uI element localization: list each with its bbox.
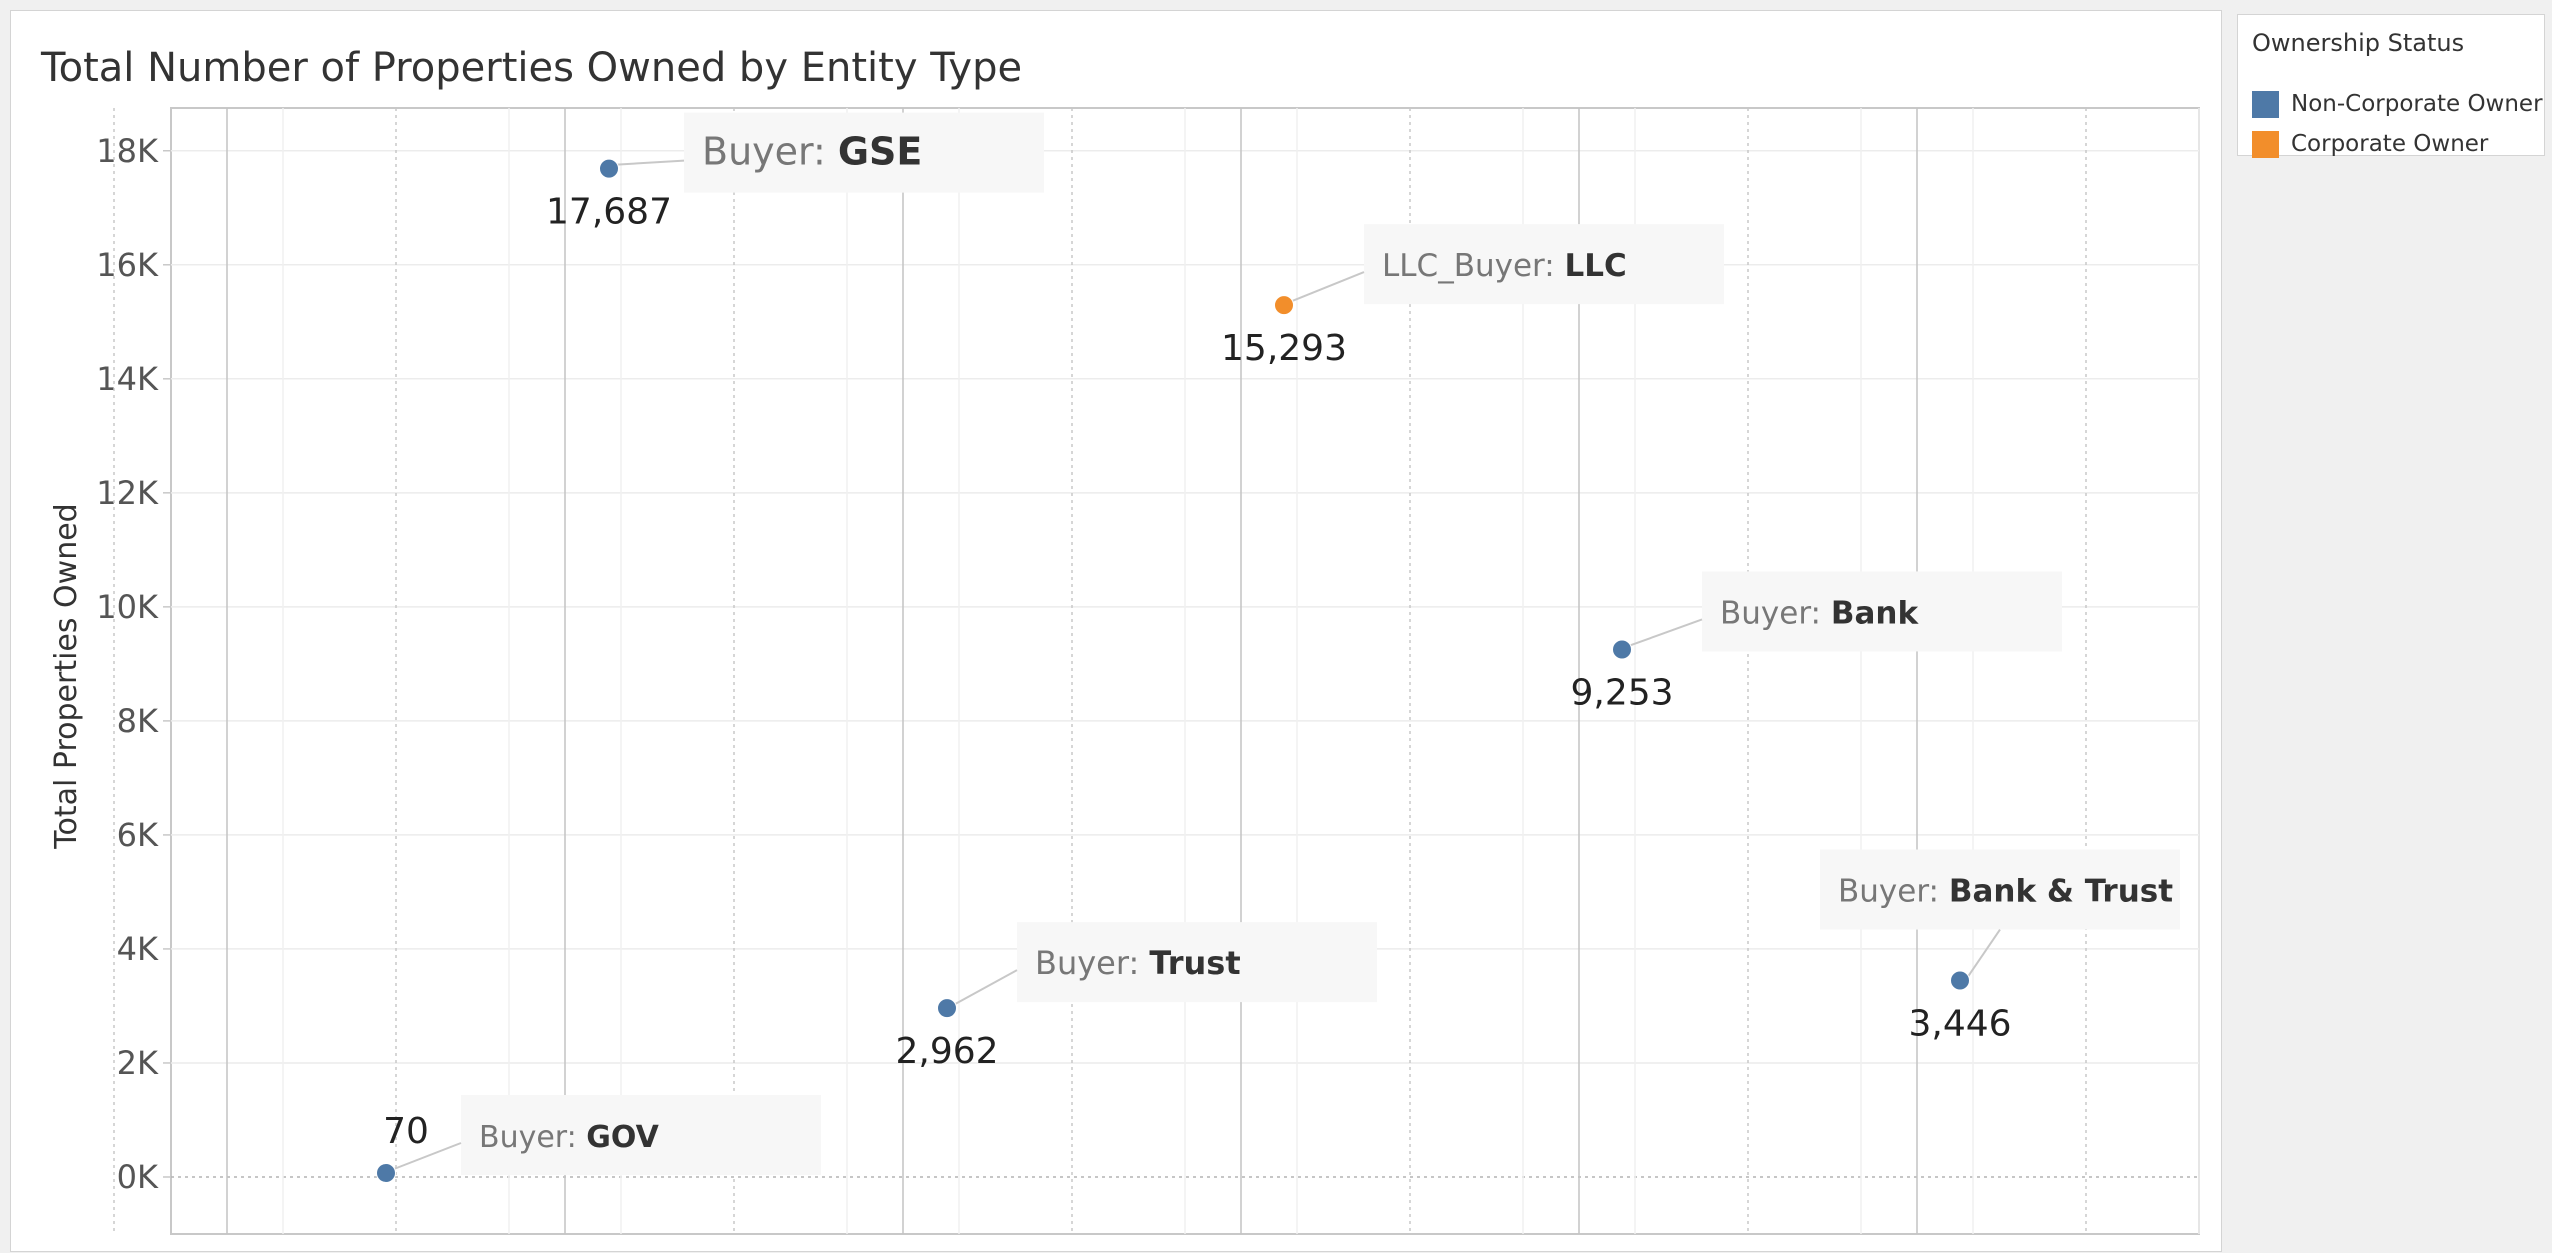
data-point[interactable] (1274, 295, 1294, 316)
chart-title: Total Number of Properties Owned by Enti… (41, 45, 1023, 91)
y-tick-label: 10K (96, 588, 159, 626)
callout-prefix: Buyer: (479, 1120, 586, 1155)
y-tick-label: 16K (96, 246, 159, 284)
legend-item-corporate[interactable]: Corporate Owner (2252, 129, 2488, 159)
value-label: 9,253 (1570, 672, 1673, 713)
callout-box (684, 112, 1044, 193)
y-tick-label: 12K (96, 474, 159, 512)
callout-box (1017, 922, 1377, 1003)
data-point[interactable] (599, 158, 619, 179)
value-label: 15,293 (1221, 328, 1347, 369)
callout-leader (393, 1142, 462, 1170)
callout-prefix: Buyer: (1720, 595, 1831, 631)
callout-entity: Bank (1831, 595, 1920, 631)
y-tick-label: 2K (117, 1044, 159, 1082)
callout-leader (1967, 928, 2001, 978)
y-tick-label: 4K (117, 930, 159, 968)
legend-swatch-corporate (2252, 130, 2279, 158)
callout-prefix: Buyer: (1838, 874, 1949, 910)
callout-leader (1629, 618, 1703, 647)
legend-item-non-corporate[interactable]: Non-Corporate Owner (2252, 89, 2543, 119)
callout-entity: GOV (586, 1120, 659, 1155)
callout-leader (954, 969, 1018, 1005)
callout-label: Buyer: Bank (1720, 595, 1919, 631)
callout-label: LLC_Buyer: LLC (1382, 248, 1627, 284)
value-label: 70 (383, 1111, 429, 1152)
data-point[interactable] (1950, 970, 1970, 991)
value-label: 3,446 (1908, 1004, 2011, 1045)
scatter-plot: 0K 2K 4K 6K 8K 10K 12K 14K 16K 18K Buyer: GOV 70 Buy… (49, 107, 2200, 1235)
callout-box (1820, 849, 2180, 930)
value-label: 17,687 (546, 192, 672, 233)
callout-leader (1291, 271, 1365, 303)
legend-title: Ownership Status (2252, 29, 2465, 57)
chart-panel: Total Number of Properties Owned by Enti… (10, 10, 2222, 1252)
callout-label: Buyer: GOV (479, 1120, 660, 1155)
y-tick-label: 0K (117, 1158, 159, 1196)
value-label: 2,962 (895, 1031, 998, 1072)
legend-swatch-non-corporate (2252, 90, 2279, 118)
data-point[interactable] (376, 1162, 396, 1183)
callout-prefix: Buyer: (702, 130, 838, 174)
y-tick-label: 6K (117, 816, 159, 854)
callout-box (1702, 571, 2062, 652)
y-tick-label: 8K (117, 702, 159, 740)
y-tick-label: 14K (96, 360, 159, 398)
data-point[interactable] (937, 998, 957, 1019)
callout-entity: LLC (1565, 248, 1627, 284)
legend-label-non-corporate: Non-Corporate Owner (2291, 91, 2543, 117)
callout-prefix: LLC_Buyer: (1382, 248, 1565, 284)
callout-box (1364, 224, 1724, 305)
callout-prefix: Buyer: (1035, 944, 1149, 982)
callout-label: Buyer: Trust (1035, 944, 1241, 982)
callout-entity: GSE (838, 130, 923, 174)
callout-label: Buyer: Bank & Trust (1838, 874, 2173, 910)
callout-entity: Trust (1149, 944, 1240, 982)
legend-label-corporate: Corporate Owner (2291, 131, 2489, 157)
y-tick-label: 18K (96, 132, 159, 170)
legend: Ownership Status Non-Corporate Owner Cor… (2237, 14, 2545, 159)
y-axis-title: Total Properties Owned (49, 503, 84, 849)
callout-entity: Bank & Trust (1949, 874, 2173, 910)
callout-leader (616, 159, 685, 166)
callout-box (461, 1094, 821, 1175)
callout-label: Buyer: GSE (702, 130, 922, 174)
data-point[interactable] (1612, 639, 1632, 660)
